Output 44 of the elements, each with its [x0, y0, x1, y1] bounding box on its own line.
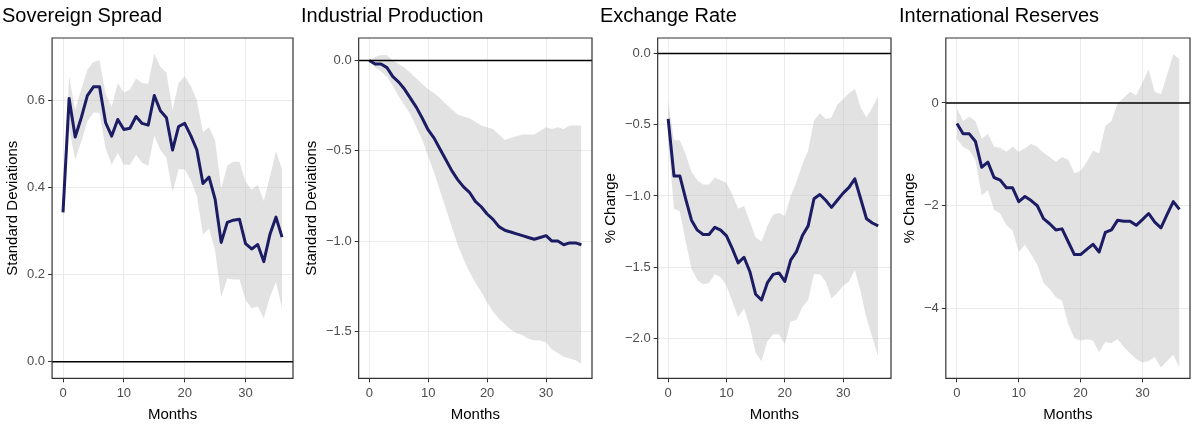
y-tick-label: 0.0 [632, 44, 651, 60]
x-tick-label: 0 [664, 384, 672, 400]
x-tick-label: 30 [1135, 384, 1150, 400]
x-tick-label: 30 [835, 384, 851, 400]
y-tick-label: −4 [923, 300, 939, 316]
x-tick-label: 0 [953, 384, 961, 400]
y-tick-label: 0.2 [26, 266, 46, 282]
chart-title: International Reserves [899, 3, 1100, 26]
y-tick-label: −2 [923, 197, 939, 213]
y-tick-label: 0 [931, 94, 939, 110]
x-axis-title: Months [147, 405, 198, 423]
x-tick-label: 20 [777, 384, 793, 400]
y-axis-title: % Change [601, 173, 619, 244]
x-tick-label: 0 [59, 384, 67, 400]
y-tick-label: 0.0 [26, 353, 46, 369]
x-tick-label: 20 [479, 384, 495, 400]
y-tick-label: −1.0 [325, 232, 352, 248]
chart-title: Sovereign Spread [2, 3, 163, 26]
y-tick-label: −1.5 [624, 258, 651, 274]
x-tick-label: 20 [177, 384, 192, 400]
y-tick-label: 0.4 [26, 179, 46, 195]
x-tick-label: 10 [116, 384, 132, 400]
x-axis-title: Months [450, 405, 500, 423]
chart-title: Industrial Production [301, 3, 484, 26]
y-axis-title: Standard Deviations [302, 140, 320, 276]
x-tick-label: 10 [1011, 384, 1026, 400]
x-tick-label: 30 [538, 384, 554, 400]
y-tick-label: −0.5 [624, 116, 651, 132]
y-axis-title: % Change [900, 173, 918, 244]
x-axis-title: Months [1043, 405, 1093, 423]
x-tick-label: 10 [420, 384, 436, 400]
y-tick-label: −1.5 [325, 323, 352, 338]
x-tick-label: 10 [719, 384, 734, 400]
y-axis-title: Standard Deviations [3, 140, 21, 276]
x-tick-label: 0 [365, 384, 373, 400]
x-axis-title: Months [749, 405, 799, 423]
y-tick-label: 0.0 [333, 51, 352, 67]
y-tick-label: −1.0 [624, 187, 651, 203]
y-tick-label: −0.5 [325, 142, 352, 158]
x-tick-label: 20 [1073, 384, 1088, 400]
y-tick-label: 0.6 [26, 91, 46, 107]
y-tick-label: −2.0 [624, 330, 651, 346]
x-tick-label: 30 [238, 384, 253, 400]
chart-title: Exchange Rate [600, 3, 737, 26]
